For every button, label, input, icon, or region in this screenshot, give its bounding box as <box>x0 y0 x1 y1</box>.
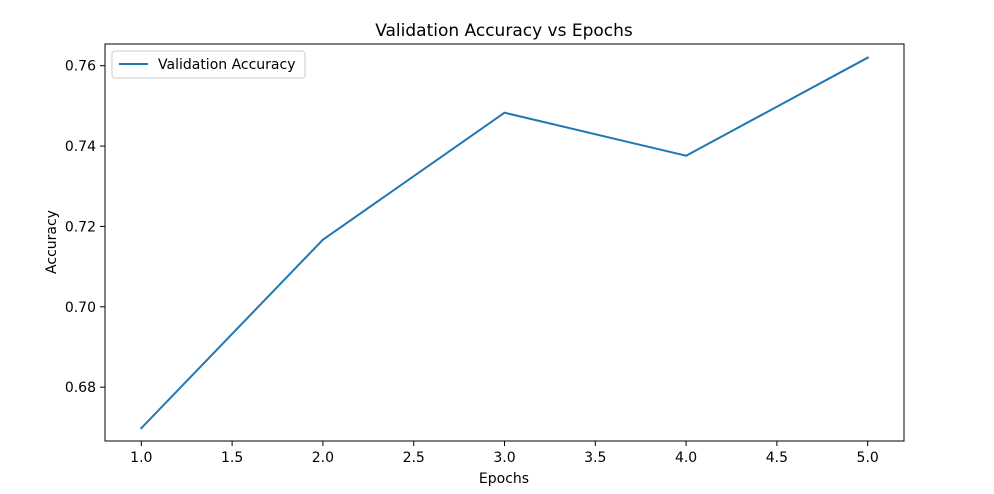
y-tick-label: 0.76 <box>65 59 96 75</box>
y-tick-label: 0.72 <box>65 219 96 235</box>
chart-title: Validation Accuracy vs Epochs <box>375 21 633 41</box>
x-tick-label: 3.5 <box>584 450 606 466</box>
x-tick-label: 4.5 <box>766 450 788 466</box>
x-axis: 1.0 1.5 2.0 2.5 3.0 3.5 4.0 4.5 5.0 <box>130 441 879 466</box>
legend-label: Validation Accuracy <box>158 57 296 73</box>
data-point <box>140 427 143 430</box>
data-point <box>685 154 688 157</box>
x-tick-label: 4.0 <box>675 450 697 466</box>
series-layer <box>139 56 870 430</box>
y-tick-label: 0.74 <box>65 139 96 155</box>
legend-box <box>111 50 306 79</box>
y-axis-title: Accuracy <box>44 210 60 274</box>
y-tick-label: 0.70 <box>65 300 96 316</box>
data-point <box>503 111 506 114</box>
legend: Validation Accuracy <box>111 50 306 79</box>
x-axis-title: Epochs <box>479 471 529 487</box>
x-tick-label: 3.0 <box>493 450 515 466</box>
data-point <box>866 56 869 59</box>
data-point <box>321 238 324 241</box>
y-tick-label: 0.68 <box>65 380 96 396</box>
y-axis: 0.68 0.70 0.72 0.74 0.76 <box>65 59 105 396</box>
x-tick-label: 2.5 <box>403 450 425 466</box>
x-tick-label: 5.0 <box>857 450 879 466</box>
x-tick-label: 2.0 <box>312 450 334 466</box>
x-tick-label: 1.0 <box>130 450 152 466</box>
x-tick-label: 1.5 <box>221 450 243 466</box>
